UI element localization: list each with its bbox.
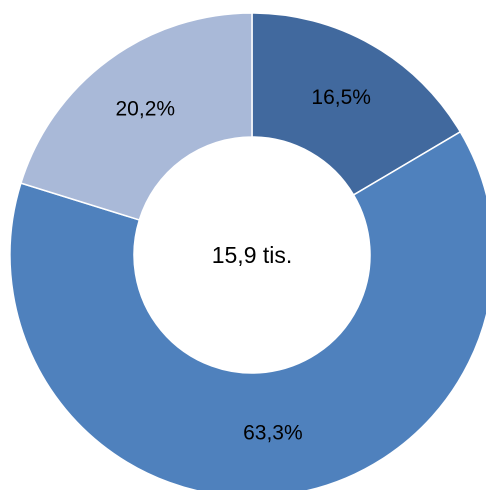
donut-slice-label-3: 20,2%	[116, 98, 176, 121]
donut-slices	[9, 12, 486, 490]
donut-slice-labels: 16,5% 63,3% 20,2%	[116, 86, 371, 444]
donut-slice-label-1: 16,5%	[311, 86, 371, 109]
donut-slice-2	[9, 130, 486, 490]
donut-center-label: 15,9 tis.	[212, 242, 293, 268]
donut-slice-3	[19, 12, 253, 221]
donut-slice-1	[251, 12, 462, 196]
donut-slice-label-2: 63,3%	[243, 421, 303, 444]
